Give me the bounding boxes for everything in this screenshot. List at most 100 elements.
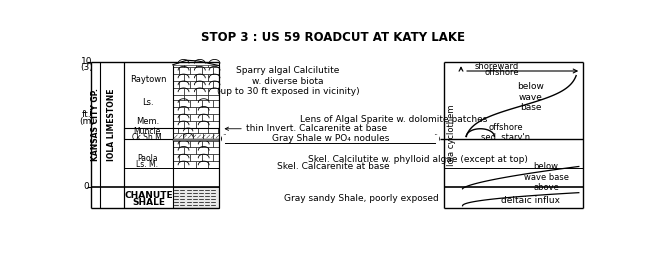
Bar <box>202 81 213 88</box>
Bar <box>177 128 188 133</box>
Bar <box>202 67 213 74</box>
Bar <box>202 141 213 147</box>
Text: Skel. Calcarenite at base: Skel. Calcarenite at base <box>276 162 389 171</box>
Bar <box>202 100 213 107</box>
Bar <box>173 114 179 121</box>
Bar <box>213 133 219 139</box>
Bar <box>196 147 207 154</box>
Bar <box>196 88 207 95</box>
Text: below
wave
base: below wave base <box>517 82 544 112</box>
Bar <box>203 133 213 139</box>
Bar <box>173 161 185 168</box>
Bar <box>185 147 196 154</box>
Bar <box>173 187 219 208</box>
Text: 10: 10 <box>81 57 92 66</box>
Bar <box>196 95 207 100</box>
Bar <box>196 121 207 128</box>
Text: Gray sandy Shale, poorly exposed: Gray sandy Shale, poorly exposed <box>284 194 439 203</box>
Bar <box>185 161 196 168</box>
Text: Lens of Algal Sparite w. dolomite patches: Lens of Algal Sparite w. dolomite patche… <box>300 115 488 124</box>
Bar <box>190 154 202 161</box>
Text: (m): (m) <box>79 117 94 126</box>
Bar <box>173 100 179 107</box>
Bar <box>185 121 196 128</box>
Bar <box>173 128 177 133</box>
Bar <box>173 81 179 88</box>
Text: Ls. M.: Ls. M. <box>136 160 158 170</box>
Text: offshore
sed. starv'n: offshore sed. starv'n <box>482 123 530 142</box>
Text: Ls.: Ls. <box>142 98 153 107</box>
Bar <box>213 81 219 88</box>
Bar <box>179 81 190 88</box>
Bar <box>213 67 219 74</box>
Text: shoreward: shoreward <box>475 62 519 71</box>
Text: below
wave base
above: below wave base above <box>524 162 569 192</box>
Text: thin Invert. Calcarenite at base: thin Invert. Calcarenite at base <box>246 124 387 133</box>
Text: CHANUTE: CHANUTE <box>124 191 173 200</box>
Text: KANSAS CITY GP.: KANSAS CITY GP. <box>91 88 99 161</box>
Text: deltaic influx: deltaic influx <box>501 196 560 205</box>
Bar <box>213 100 219 107</box>
Text: Raytown: Raytown <box>129 75 166 84</box>
Bar <box>179 141 190 147</box>
Bar <box>173 65 185 67</box>
Bar <box>173 88 185 95</box>
Bar <box>173 154 179 161</box>
Bar <box>173 107 185 114</box>
Bar <box>207 65 219 67</box>
Bar <box>185 95 196 100</box>
Bar <box>179 114 190 121</box>
Bar <box>213 154 219 161</box>
Text: Muncie: Muncie <box>133 127 161 136</box>
Bar <box>190 81 202 88</box>
Bar <box>207 107 219 114</box>
Bar <box>207 121 219 128</box>
Bar <box>196 107 207 114</box>
Bar <box>207 161 219 168</box>
Bar <box>190 141 202 147</box>
Bar <box>185 88 196 95</box>
Bar <box>190 100 202 107</box>
Text: Gray Shale w PO₄ nodules: Gray Shale w PO₄ nodules <box>272 134 389 143</box>
Bar <box>173 147 185 154</box>
Bar <box>207 74 219 81</box>
Bar <box>173 139 219 141</box>
Text: (3): (3) <box>81 63 93 72</box>
Text: 0: 0 <box>84 182 90 191</box>
Bar <box>213 141 219 147</box>
Bar <box>198 128 208 133</box>
Bar <box>196 161 207 168</box>
Bar <box>179 100 190 107</box>
Bar <box>207 147 219 154</box>
Text: Ck.Sh.M: Ck.Sh.M <box>132 133 162 142</box>
Bar <box>185 65 196 67</box>
Text: Sparry algal Calcilutite
w. diverse biota
(up to 30 ft exposed in vicinity): Sparry algal Calcilutite w. diverse biot… <box>217 66 359 96</box>
Bar <box>173 133 183 139</box>
Bar <box>179 67 190 74</box>
Bar <box>185 74 196 81</box>
Bar <box>185 107 196 114</box>
Bar <box>207 88 219 95</box>
Text: STOP 3 : US 59 ROADCUT AT KATY LAKE: STOP 3 : US 59 ROADCUT AT KATY LAKE <box>201 31 465 44</box>
Bar <box>196 74 207 81</box>
Text: Iola cyclothem: Iola cyclothem <box>447 104 456 166</box>
Text: IOLA LIMESTONE: IOLA LIMESTONE <box>107 88 116 161</box>
Text: Skel. Calcilutite w. phylloid algae (except at top): Skel. Calcilutite w. phylloid algae (exc… <box>307 155 527 164</box>
Text: offshore: offshore <box>484 68 519 77</box>
Bar <box>202 154 213 161</box>
Text: Paola: Paola <box>136 154 157 163</box>
Bar <box>208 128 218 133</box>
Text: ft.: ft. <box>82 110 92 119</box>
Bar <box>202 114 213 121</box>
Bar <box>183 133 193 139</box>
Text: Mem.: Mem. <box>136 117 159 126</box>
Text: SHALE: SHALE <box>132 198 165 207</box>
Bar <box>173 121 185 128</box>
Bar <box>188 128 198 133</box>
Bar <box>173 62 219 208</box>
Bar <box>179 154 190 161</box>
Bar <box>173 95 185 100</box>
Bar <box>173 141 179 147</box>
Bar <box>207 95 219 100</box>
Bar <box>196 65 207 67</box>
